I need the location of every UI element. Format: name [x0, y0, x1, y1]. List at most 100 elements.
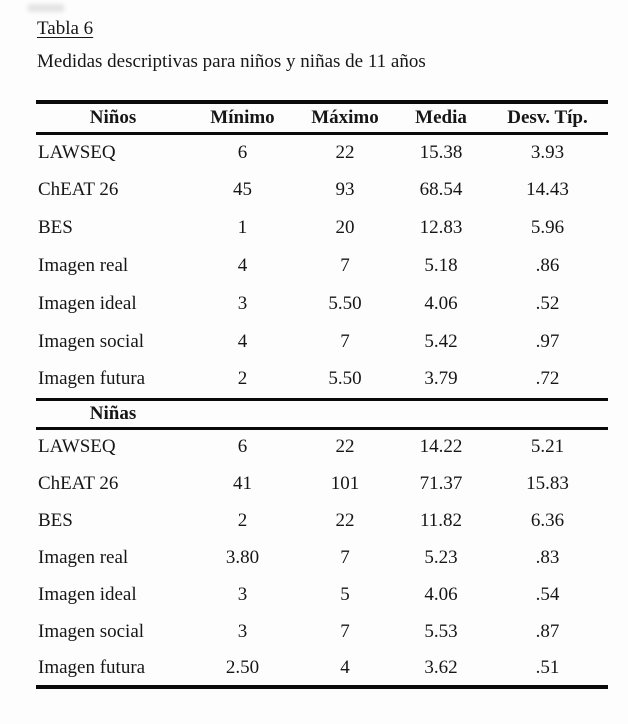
cell-desv: 5.96 [530, 217, 565, 238]
cell-desv: .97 [535, 331, 560, 352]
row-label: Imagen real [38, 546, 129, 568]
cell-maximo: 22 [335, 436, 355, 458]
table-row: Imagen real 4 7 5.18 .86 [36, 247, 608, 285]
section-header-ninas: Niñas [89, 402, 137, 424]
cell-desv: 15.83 [526, 472, 569, 494]
column-header-ninos: Niños [89, 106, 137, 128]
cell-media: 4.06 [424, 583, 458, 605]
cell-minimo: 3 [237, 620, 248, 642]
table-caption-number: Tabla 6 [37, 18, 94, 39]
empty-cell [190, 399, 295, 428]
table-row: Imagen ideal 3 5.50 4.06 .52 [36, 285, 608, 323]
cell-media: 14.22 [419, 436, 463, 458]
cell-media: 5.23 [424, 546, 458, 568]
cell-minimo: 2 [237, 509, 248, 531]
row-label: LAWSEQ [38, 436, 116, 458]
row-label: Imagen real [38, 255, 129, 276]
cell-desv: .51 [535, 656, 560, 678]
column-header-minimo: Mínimo [210, 106, 275, 128]
table-row: LAWSEQ 6 22 15.38 3.93 [36, 133, 608, 171]
scan-smudge [27, 4, 65, 12]
table-row: LAWSEQ 6 22 14.22 5.21 [36, 428, 608, 465]
table-row: Imagen social 4 7 5.42 .97 [36, 323, 608, 361]
table-caption-text: Medidas descriptivas para niños y niñas … [37, 51, 426, 72]
cell-minimo: 4 [237, 255, 248, 276]
cell-minimo: 2.50 [225, 656, 260, 678]
header-row: Niños Mínimo Máximo Media Desv. Típ. [36, 102, 608, 133]
cell-minimo: 3.80 [225, 546, 260, 568]
cell-media: 3.62 [424, 656, 458, 678]
cell-maximo: 7 [340, 331, 350, 352]
table-row: BES 2 22 11.82 6.36 [36, 502, 608, 539]
table-caption: Tabla 6 Medidas descriptivas para niños … [37, 17, 426, 74]
row-label: Imagen ideal [38, 293, 137, 314]
cell-media: 5.53 [424, 620, 458, 642]
cell-maximo: 20 [335, 217, 355, 238]
cell-desv: 3.93 [530, 141, 565, 163]
column-header-maximo: Máximo [311, 106, 379, 128]
cell-media: 4.06 [424, 293, 458, 314]
column-header-media: Media [415, 106, 467, 128]
table-row: Imagen social 3 7 5.53 .87 [36, 613, 608, 650]
row-label: LAWSEQ [38, 141, 116, 163]
cell-media: 15.38 [419, 141, 463, 163]
cell-minimo: 4 [237, 331, 248, 352]
section-header-row: Niñas [36, 399, 608, 428]
descriptive-statistics-table: Niños Mínimo Máximo Media Desv. Típ. LAW… [36, 100, 608, 689]
cell-media: 71.37 [419, 472, 463, 494]
empty-cell [295, 399, 395, 428]
cell-minimo: 3 [237, 293, 248, 314]
cell-desv: .87 [535, 620, 560, 642]
row-label: Imagen social [38, 331, 145, 352]
row-label: ChEAT 26 [38, 472, 119, 494]
cell-desv: .83 [535, 546, 560, 568]
cell-desv: .54 [535, 583, 560, 605]
cell-minimo: 6 [237, 436, 248, 458]
table-row: BES 1 20 12.83 5.96 [36, 209, 608, 247]
cell-maximo: 7 [340, 546, 350, 568]
row-label: Imagen futura [38, 368, 146, 390]
cell-minimo: 6 [237, 141, 248, 163]
cell-desv: 6.36 [530, 509, 565, 531]
cell-minimo: 41 [233, 472, 252, 494]
cell-minimo: 45 [233, 179, 252, 200]
cell-maximo: 22 [335, 509, 355, 531]
cell-minimo: 1 [237, 217, 248, 238]
cell-maximo: 5 [340, 583, 350, 605]
cell-maximo: 4 [340, 656, 350, 678]
table-row: ChEAT 26 45 93 68.54 14.43 [36, 171, 608, 209]
cell-desv: .86 [535, 255, 560, 276]
cell-media: 5.42 [424, 331, 458, 352]
cell-media: 5.18 [424, 255, 458, 276]
table-row: ChEAT 26 41 101 71.37 15.83 [36, 465, 608, 502]
table-row: Imagen futura 2.50 4 3.62 .51 [36, 650, 608, 687]
row-label: Imagen futura [38, 656, 146, 678]
cell-minimo: 2 [237, 368, 248, 390]
table-row: Imagen ideal 3 5 4.06 .54 [36, 576, 608, 613]
cell-maximo: 5.50 [328, 368, 362, 390]
column-header-desv-tip: Desv. Típ. [507, 106, 588, 128]
row-label: Imagen ideal [38, 583, 137, 605]
cell-maximo: 7 [340, 620, 350, 642]
cell-desv: .72 [535, 368, 560, 390]
row-label: BES [38, 217, 73, 238]
row-label: ChEAT 26 [38, 179, 119, 200]
cell-media: 11.82 [419, 509, 463, 531]
cell-media: 68.54 [419, 179, 463, 200]
cell-maximo: 5.50 [328, 293, 362, 314]
cell-maximo: 22 [335, 141, 355, 163]
empty-cell [395, 399, 487, 428]
row-label: Imagen social [38, 620, 145, 642]
row-label: BES [38, 509, 73, 531]
cell-desv: .52 [535, 293, 560, 314]
cell-maximo: 101 [330, 472, 360, 494]
cell-media: 3.79 [424, 368, 458, 390]
cell-media: 12.83 [419, 217, 463, 238]
cell-maximo: 93 [335, 179, 355, 200]
cell-desv: 5.21 [530, 436, 565, 458]
cell-minimo: 3 [237, 583, 248, 605]
empty-cell [487, 399, 608, 428]
table-row: Imagen futura 2 5.50 3.79 .72 [36, 361, 608, 399]
table-row: Imagen real 3.80 7 5.23 .83 [36, 539, 608, 576]
